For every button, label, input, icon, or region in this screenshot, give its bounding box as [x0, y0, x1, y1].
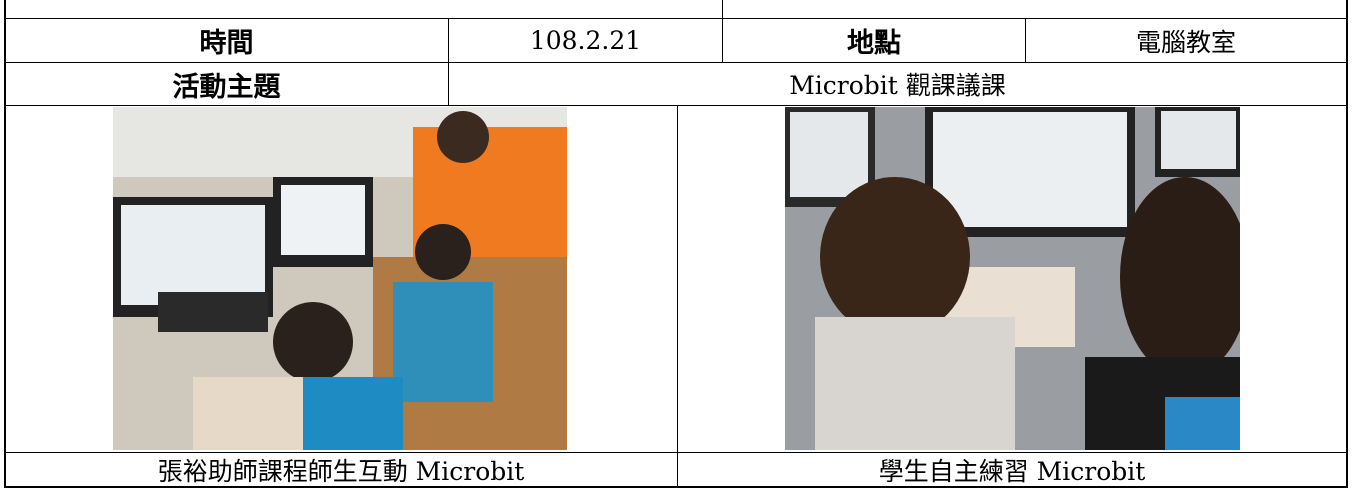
- header-cell: 活動主題: [172, 71, 281, 103]
- border: [4, 62, 1348, 63]
- border: [1025, 18, 1026, 62]
- border: [4, 18, 1348, 19]
- border: [722, 18, 723, 62]
- location-cell: 電腦教室: [1135, 27, 1236, 57]
- border: [722, 0, 723, 18]
- topic-cell: Microbit 觀課議課: [789, 71, 1006, 100]
- header-cell: 時間: [199, 28, 254, 59]
- border: [448, 18, 449, 105]
- border: [1346, 0, 1348, 488]
- border: [4, 452, 1348, 453]
- photo: [785, 107, 1240, 450]
- border: [4, 105, 1348, 106]
- caption: 學生自主練習 Microbit: [878, 456, 1146, 486]
- caption: 張裕助師課程師生互動 Microbit: [157, 456, 525, 486]
- border: [4, 0, 6, 488]
- border: [677, 105, 678, 488]
- border: [4, 486, 1348, 488]
- photo: [113, 107, 567, 450]
- date-cell: 108.2.21: [529, 26, 642, 55]
- header-cell: 地點: [847, 28, 901, 59]
